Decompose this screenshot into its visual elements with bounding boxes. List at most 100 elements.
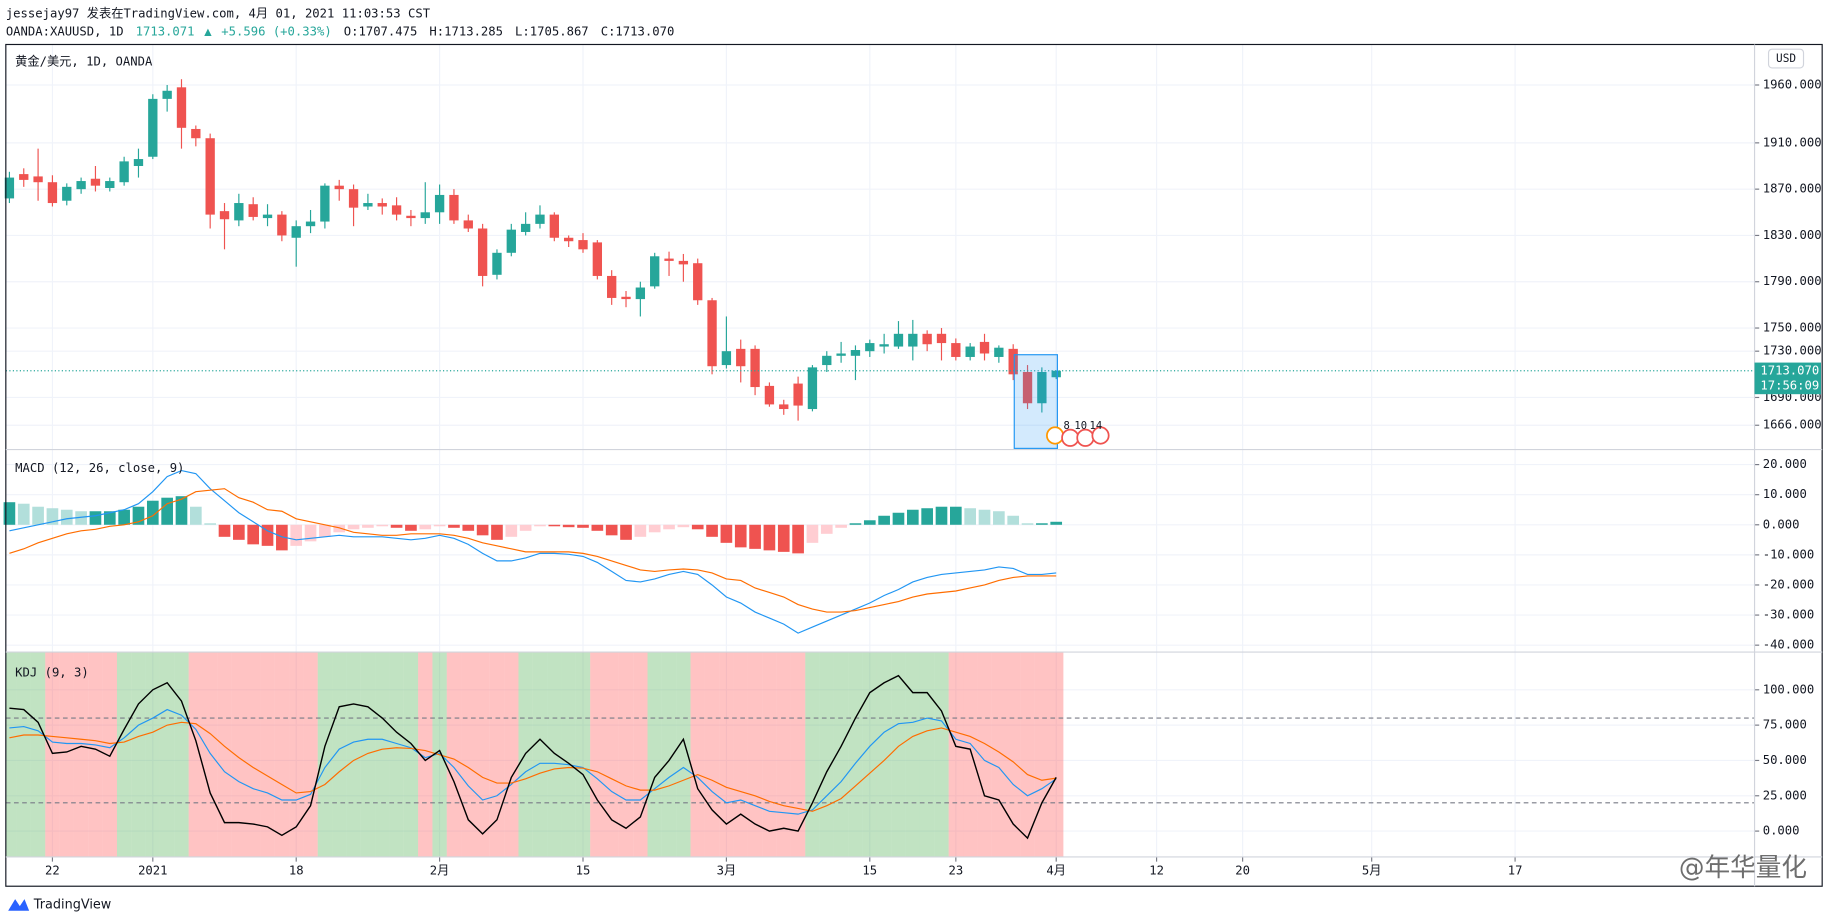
candle-body <box>19 174 29 180</box>
histogram-bar <box>419 524 432 530</box>
events[interactable]: 8 10 14 <box>1046 420 1110 447</box>
currency-button[interactable] <box>1767 48 1805 69</box>
pane-title: 黄金/美元, 1D, OANDA <box>15 54 153 69</box>
histogram-bar <box>691 524 704 530</box>
candle-body <box>979 341 990 354</box>
candle-body <box>965 346 975 357</box>
histogram-bar <box>792 524 804 554</box>
histogram-bar <box>921 508 933 525</box>
histogram-bar <box>390 524 403 528</box>
candle-body <box>363 203 373 207</box>
event-icon[interactable] <box>1091 426 1110 445</box>
histogram-bar <box>591 524 604 531</box>
candle-body <box>807 367 818 410</box>
histogram-bar <box>132 506 145 525</box>
signal-line <box>9 488 1057 613</box>
event-label: 8 <box>1064 420 1070 432</box>
trend-band <box>1006 652 1021 857</box>
histogram-bar <box>878 515 890 525</box>
trend-band <box>332 652 347 857</box>
histogram-bar <box>806 524 819 543</box>
trend-band <box>188 652 203 857</box>
candle-body <box>348 189 359 208</box>
histogram-bar <box>935 506 948 525</box>
trend-band <box>747 652 763 857</box>
candle-body <box>406 215 416 219</box>
y-tick-label: 50.000 <box>1763 753 1807 767</box>
histogram-bar <box>706 524 718 537</box>
tradingview-logo <box>8 899 30 911</box>
trend-band <box>532 652 548 857</box>
currency-label[interactable]: USD <box>1776 52 1796 65</box>
candle-body <box>520 223 531 232</box>
x-tick-label: 5月 <box>1362 863 1382 877</box>
candle-body <box>434 194 445 213</box>
histogram-bar <box>448 524 460 528</box>
candle-body <box>678 260 689 265</box>
trend-band <box>45 652 60 857</box>
event-icon[interactable] <box>1046 426 1065 445</box>
histogram-bar <box>290 524 303 546</box>
histogram-bar <box>950 506 962 525</box>
candle-body <box>248 204 258 217</box>
y-tick-label: 10.000 <box>1763 487 1807 501</box>
x-tick-label: 3月 <box>717 863 737 877</box>
candle-body <box>47 182 58 204</box>
candle-body <box>449 194 459 221</box>
candle-body <box>420 212 430 219</box>
candle-body <box>191 128 201 139</box>
candle-body <box>277 214 287 236</box>
x-tick-label: 20 <box>1235 863 1250 877</box>
candle-body <box>162 90 172 99</box>
candle-body <box>793 383 803 406</box>
event-label: 14 <box>1090 420 1103 432</box>
candle-body <box>693 263 703 301</box>
candle-body <box>563 237 574 242</box>
candle-body <box>133 159 144 167</box>
histogram-bar <box>89 511 102 525</box>
histogram-bar <box>720 524 733 543</box>
candle-body <box>535 214 545 224</box>
histogram-bar <box>462 524 475 531</box>
candle-body <box>736 348 746 367</box>
candle-body <box>865 343 875 352</box>
candle-body <box>492 252 502 275</box>
histogram-bar <box>218 524 231 537</box>
y-tick-label: 75.000 <box>1763 718 1807 732</box>
y-tick-label: -30.000 <box>1763 608 1815 622</box>
histogram-bar <box>964 508 977 525</box>
trend-band <box>30 652 46 857</box>
marks <box>3 79 1760 862</box>
candle-body <box>750 348 760 388</box>
y-tick-label: 1666.000 <box>1763 418 1822 432</box>
histogram-bar <box>362 524 374 528</box>
k-line <box>9 708 1057 815</box>
arrow: ▲ <box>204 24 212 38</box>
candle-body <box>994 347 1004 357</box>
trend-band <box>1049 652 1064 857</box>
y-tick-label: 25.000 <box>1763 788 1807 802</box>
candle-body <box>707 300 717 367</box>
trend-band <box>73 652 89 857</box>
y-tick-label: 1960.000 <box>1763 77 1822 91</box>
candle-body <box>219 211 230 220</box>
candle-body <box>592 242 603 276</box>
trend-band <box>575 652 591 857</box>
histogram-bar <box>548 524 561 527</box>
candle-body <box>477 228 488 276</box>
trend-band <box>159 652 175 857</box>
histogram-bar <box>1021 523 1034 525</box>
histogram-bar <box>261 524 274 546</box>
trend-band <box>16 652 31 857</box>
histogram-bar <box>677 524 690 528</box>
trend-band <box>819 652 834 857</box>
candle-body <box>664 258 674 261</box>
panes-background <box>5 44 1755 857</box>
countdown: 17:56:09 <box>1760 378 1819 392</box>
trend-band <box>618 652 634 857</box>
x-tick-label: 15 <box>576 863 591 877</box>
trend-band <box>504 652 519 857</box>
histogram-bar <box>161 497 173 525</box>
x-tick-label: 18 <box>289 863 304 877</box>
